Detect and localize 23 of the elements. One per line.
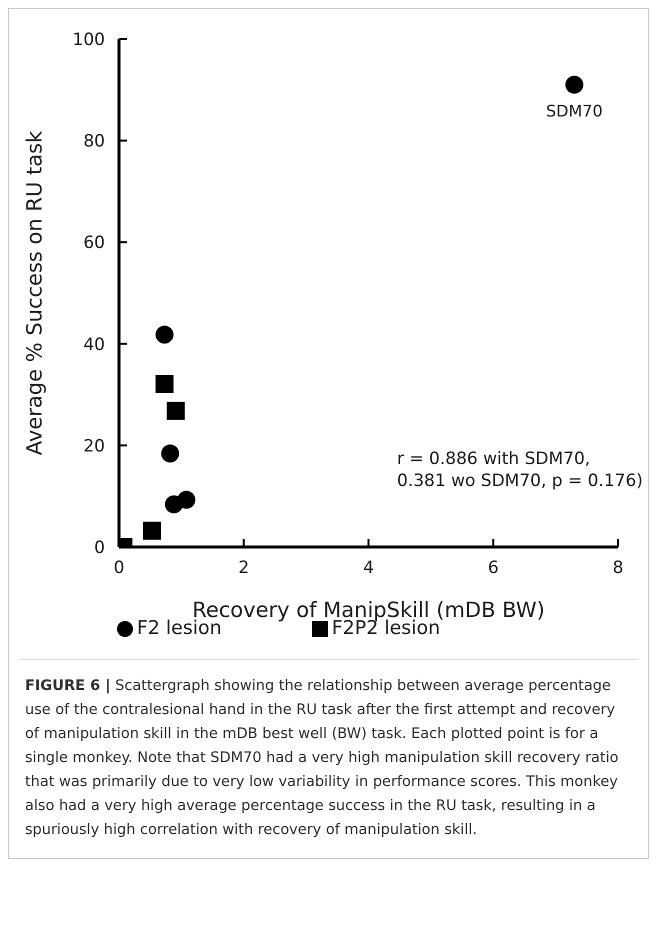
y-tick-label: 0 <box>94 538 105 558</box>
x-tick-label: 6 <box>488 558 499 578</box>
point <box>177 490 196 509</box>
y-tick-label: 40 <box>83 334 105 355</box>
point <box>156 326 174 344</box>
legend-label: F2 lesion <box>136 617 222 639</box>
y-axis-title: Average % Success on RU task <box>22 130 46 456</box>
point <box>166 402 185 420</box>
x-tick-label: 8 <box>612 558 624 578</box>
y-tick-label: 100 <box>72 30 105 50</box>
y-tick-label: 60 <box>83 233 105 254</box>
annotation: SDM70 <box>546 102 603 121</box>
annotation: r = 0.886 with SDM70, 0.381 wo SDM70, p = 0.176) <box>397 449 643 491</box>
y-tick-label: 80 <box>83 132 105 152</box>
x-tick-label: 0 <box>114 558 124 578</box>
text: FIGURE 6 | Scattergraph showing the relationship between average percentage use of the contralesional hand in the RU task after the first attempt and recovery of manipulation skill in the mDB best well (BW) task. Each plotted point is for a single monkey. Note that SDM70 had a very high manipulation skill recovery ratio that was primarily due to very low variability in performance scores. This monkey also had a very high average percentage success in the RU task, resulting in a spuriously high correlation with recovery of manipulation skill. <box>25 678 619 838</box>
x-tick-label: 2 <box>238 558 250 578</box>
x-tick-label: 4 <box>363 558 374 578</box>
point <box>565 76 584 94</box>
point <box>156 374 174 393</box>
point <box>143 522 162 540</box>
point <box>161 444 180 463</box>
y-tick-label: 20 <box>83 436 105 456</box>
